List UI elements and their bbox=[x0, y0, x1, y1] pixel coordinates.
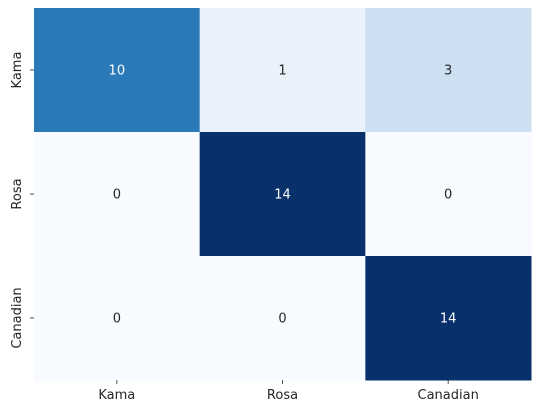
heatmap-cell-0-2 bbox=[365, 8, 532, 133]
cell-value-label: 0 bbox=[444, 188, 452, 203]
cell-value-label: 14 bbox=[440, 312, 457, 327]
y-tick-label: Rosa bbox=[10, 178, 25, 209]
cell-value-label: 3 bbox=[444, 64, 452, 79]
heatmap-cell-0-1 bbox=[199, 8, 366, 133]
x-tick-label: Canadian bbox=[418, 388, 479, 403]
heatmap-cell-2-2 bbox=[365, 256, 532, 381]
cell-value-label: 0 bbox=[113, 312, 121, 327]
heatmap-cell-2-0 bbox=[34, 256, 201, 381]
heatmap-cell-0-0 bbox=[34, 8, 201, 133]
cell-value-label: 0 bbox=[278, 312, 286, 327]
heatmap-cell-1-0 bbox=[34, 132, 201, 257]
heatmap-cell-2-1 bbox=[199, 256, 366, 381]
cell-value-label: 14 bbox=[274, 188, 291, 203]
cell-value-label: 1 bbox=[278, 64, 286, 79]
x-tick-label: Kama bbox=[98, 388, 135, 403]
cell-value-label: 0 bbox=[113, 188, 121, 203]
y-tick-label: Canadian bbox=[10, 287, 25, 348]
x-tick-label: Rosa bbox=[267, 388, 298, 403]
heatmap-cell-1-2 bbox=[365, 132, 532, 257]
heatmap-cell-1-1 bbox=[199, 132, 366, 257]
y-tick-label: Kama bbox=[10, 52, 25, 89]
cell-value-label: 10 bbox=[109, 64, 126, 79]
